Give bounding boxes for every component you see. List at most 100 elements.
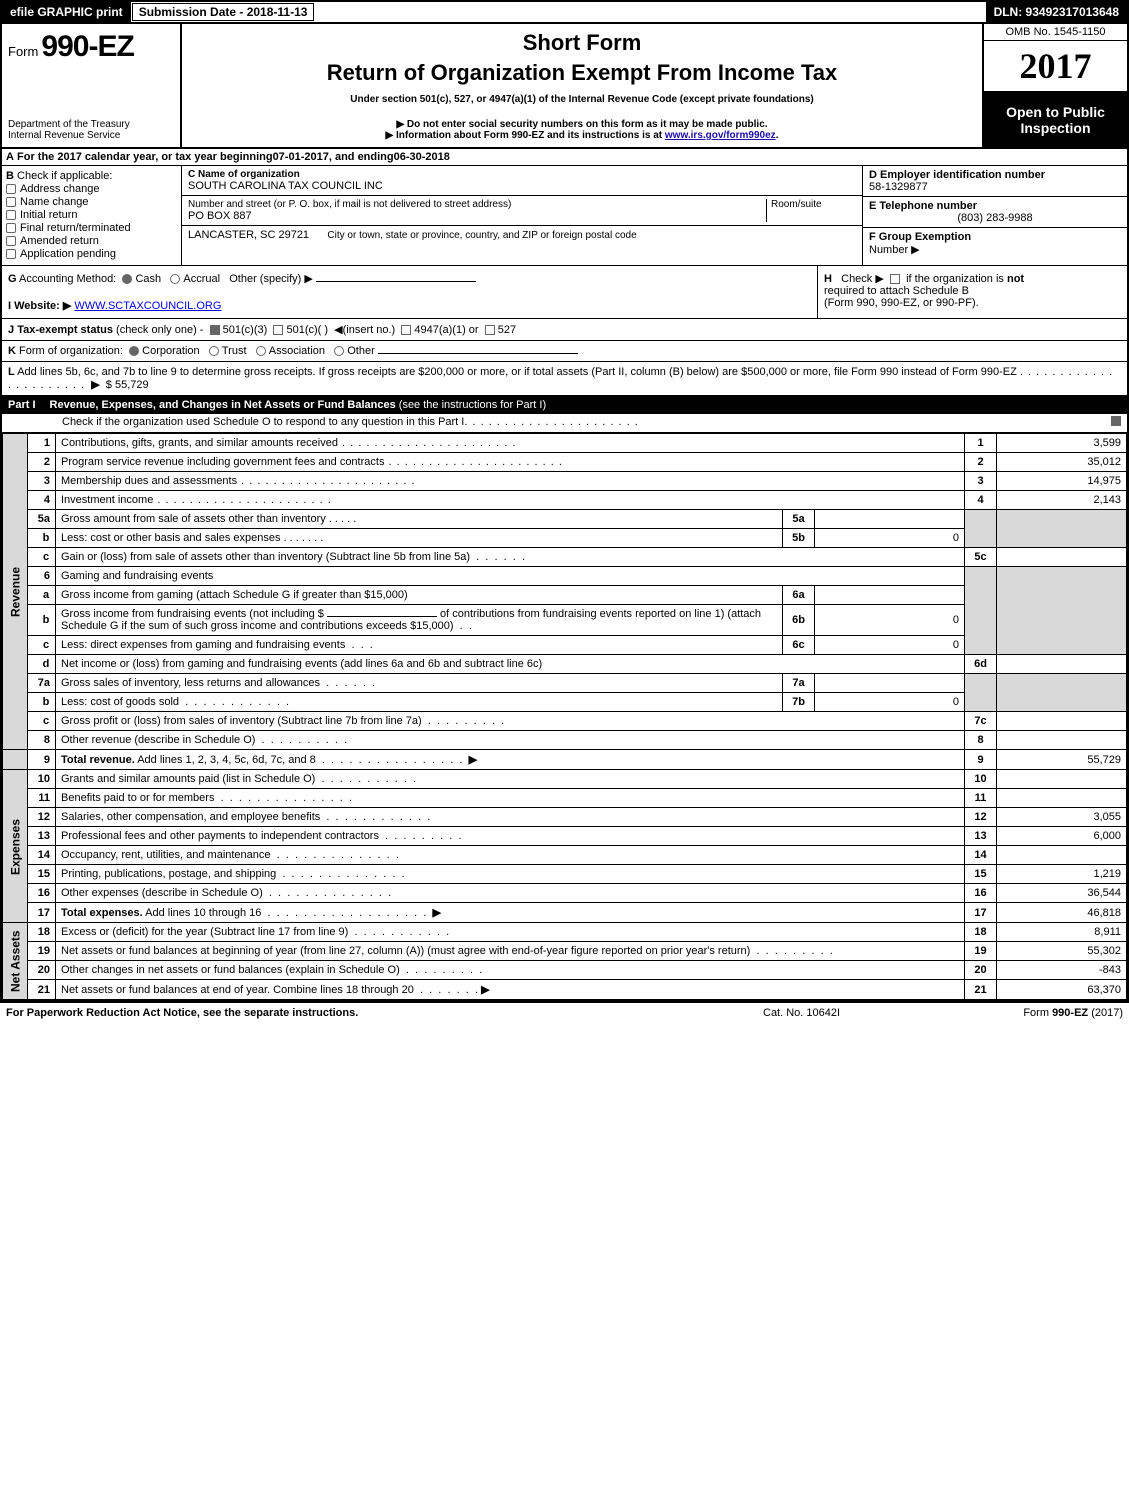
box: 14 [965, 846, 997, 865]
shade [965, 674, 997, 712]
txt: Investment income [61, 494, 153, 506]
chk-label: Address change [20, 183, 100, 195]
part-i-sub-dots [464, 416, 1111, 428]
line-19-desc: Net assets or fund balances at beginning… [56, 942, 965, 961]
caution-link-pre: ▶ Information about Form 990-EZ and its … [386, 130, 665, 141]
col-def: D Employer identification number 58-1329… [862, 166, 1127, 265]
txt: Gain or (loss) from sale of assets other… [61, 551, 470, 563]
chk-501c3[interactable] [210, 325, 220, 335]
ln: b [28, 693, 56, 712]
j-o2: 501(c)( ) [286, 324, 328, 336]
val [997, 655, 1127, 674]
rowA-mid: , and ending [329, 151, 394, 163]
ln: 20 [28, 961, 56, 980]
box: 10 [965, 770, 997, 789]
line-7c-desc: Gross profit or (loss) from sales of inv… [56, 712, 965, 731]
line-21-desc: Net assets or fund balances at end of ye… [56, 980, 965, 1000]
dept-irs: Internal Revenue Service [8, 130, 174, 141]
i-label: Website: ▶ [14, 300, 71, 312]
part-i-title: Revenue, Expenses, and Changes in Net As… [50, 399, 396, 411]
ln: a [28, 586, 56, 605]
k-o2: Trust [222, 345, 247, 357]
website-link[interactable]: WWW.SCTAXCOUNCIL.ORG [74, 300, 221, 312]
l-arrow: ▶ [91, 379, 99, 391]
chk-schedule-o[interactable] [1111, 416, 1121, 426]
ln: d [28, 655, 56, 674]
ein: 58-1329877 [869, 181, 1121, 193]
chk-address-change[interactable]: Address change [6, 183, 177, 195]
org-city: LANCASTER, SC 29721 [188, 229, 309, 241]
iv [815, 674, 965, 693]
chk-501c[interactable] [273, 325, 283, 335]
radio-corporation[interactable] [129, 346, 139, 356]
box: 8 [965, 731, 997, 750]
open-line1: Open to Public [988, 104, 1123, 120]
letter-b: B [6, 170, 14, 182]
footer-left: For Paperwork Reduction Act Notice, see … [6, 1007, 763, 1019]
chk-name-change[interactable]: Name change [6, 196, 177, 208]
txt: Gross income from fundraising events (no… [61, 608, 324, 620]
k-o1: Corporation [142, 345, 199, 357]
j-insert: ◀(insert no.) [334, 324, 395, 336]
ln: 15 [28, 865, 56, 884]
chk-application-pending[interactable]: Application pending [6, 248, 177, 260]
dept-treasury: Department of the Treasury [8, 119, 174, 130]
f-lbl2: Number ▶ [869, 244, 920, 256]
line-5c-desc: Gain or (loss) from sale of assets other… [56, 548, 965, 567]
chk-label: Initial return [20, 209, 77, 221]
k-o3: Association [269, 345, 325, 357]
txt: Excess or (deficit) for the year (Subtra… [61, 926, 348, 938]
chk-initial-return[interactable]: Initial return [6, 209, 177, 221]
txt: Gross sales of inventory, less returns a… [61, 677, 320, 689]
line-5b-desc: Less: cost or other basis and sales expe… [56, 529, 783, 548]
telephone: (803) 283-9988 [869, 212, 1121, 224]
radio-accrual[interactable] [170, 274, 180, 284]
shade [965, 567, 997, 655]
txt: Professional fees and other payments to … [61, 830, 379, 842]
iv [815, 510, 965, 529]
box: 16 [965, 884, 997, 903]
form-prefix: Form [8, 44, 38, 59]
part-i-table: Revenue 1 Contributions, gifts, grants, … [2, 433, 1127, 1000]
c-name-lbl: C Name of organization [188, 169, 856, 180]
ln: c [28, 548, 56, 567]
row-a: A For the 2017 calendar year, or tax yea… [2, 149, 1127, 166]
sidetab-expenses: Expenses [3, 770, 28, 923]
chk-final-return[interactable]: Final return/terminated [6, 222, 177, 234]
ib: 7a [783, 674, 815, 693]
k-other-line [378, 353, 578, 354]
chk-amended-return[interactable]: Amended return [6, 235, 177, 247]
chk-h[interactable] [890, 274, 900, 284]
box: 4 [965, 491, 997, 510]
radio-trust[interactable] [209, 346, 219, 356]
dots [384, 456, 562, 468]
ln: 11 [28, 789, 56, 808]
irs-link[interactable]: www.irs.gov/form990ez [665, 130, 776, 141]
radio-association[interactable] [256, 346, 266, 356]
line-9-desc: Total revenue. Add lines 1, 2, 3, 4, 5c,… [56, 750, 965, 770]
txt: Net assets or fund balances at beginning… [61, 945, 750, 957]
part-i-header: Part I Revenue, Expenses, and Changes in… [2, 396, 1127, 414]
header-right: OMB No. 1545-1150 2017 Open to Public In… [982, 24, 1127, 147]
rowA-pre: For the 2017 calendar year, or tax year … [17, 151, 273, 163]
section-b-to-f: B Check if applicable: Address change Na… [2, 166, 1127, 266]
h-text2: if the organization is [906, 273, 1007, 285]
box: 12 [965, 808, 997, 827]
val: 3,599 [997, 434, 1127, 453]
top-bar: efile GRAPHIC print Submission Date - 20… [2, 2, 1127, 24]
ln: 8 [28, 731, 56, 750]
g-other: Other (specify) ▶ [229, 273, 313, 285]
org-name: SOUTH CAROLINA TAX COUNCIL INC [188, 180, 856, 192]
chk-label: Amended return [20, 235, 99, 247]
radio-cash[interactable] [122, 274, 132, 284]
line-18-desc: Excess or (deficit) for the year (Subtra… [56, 923, 965, 942]
chk-527[interactable] [485, 325, 495, 335]
form-number: 990-EZ [41, 30, 133, 63]
val: 2,143 [997, 491, 1127, 510]
e-cell: E Telephone number (803) 283-9988 [863, 197, 1127, 228]
shade [997, 510, 1127, 548]
chk-4947[interactable] [401, 325, 411, 335]
header-middle: Short Form Return of Organization Exempt… [182, 24, 982, 147]
line-7b-desc: Less: cost of goods sold . . . . . . . .… [56, 693, 783, 712]
radio-other[interactable] [334, 346, 344, 356]
